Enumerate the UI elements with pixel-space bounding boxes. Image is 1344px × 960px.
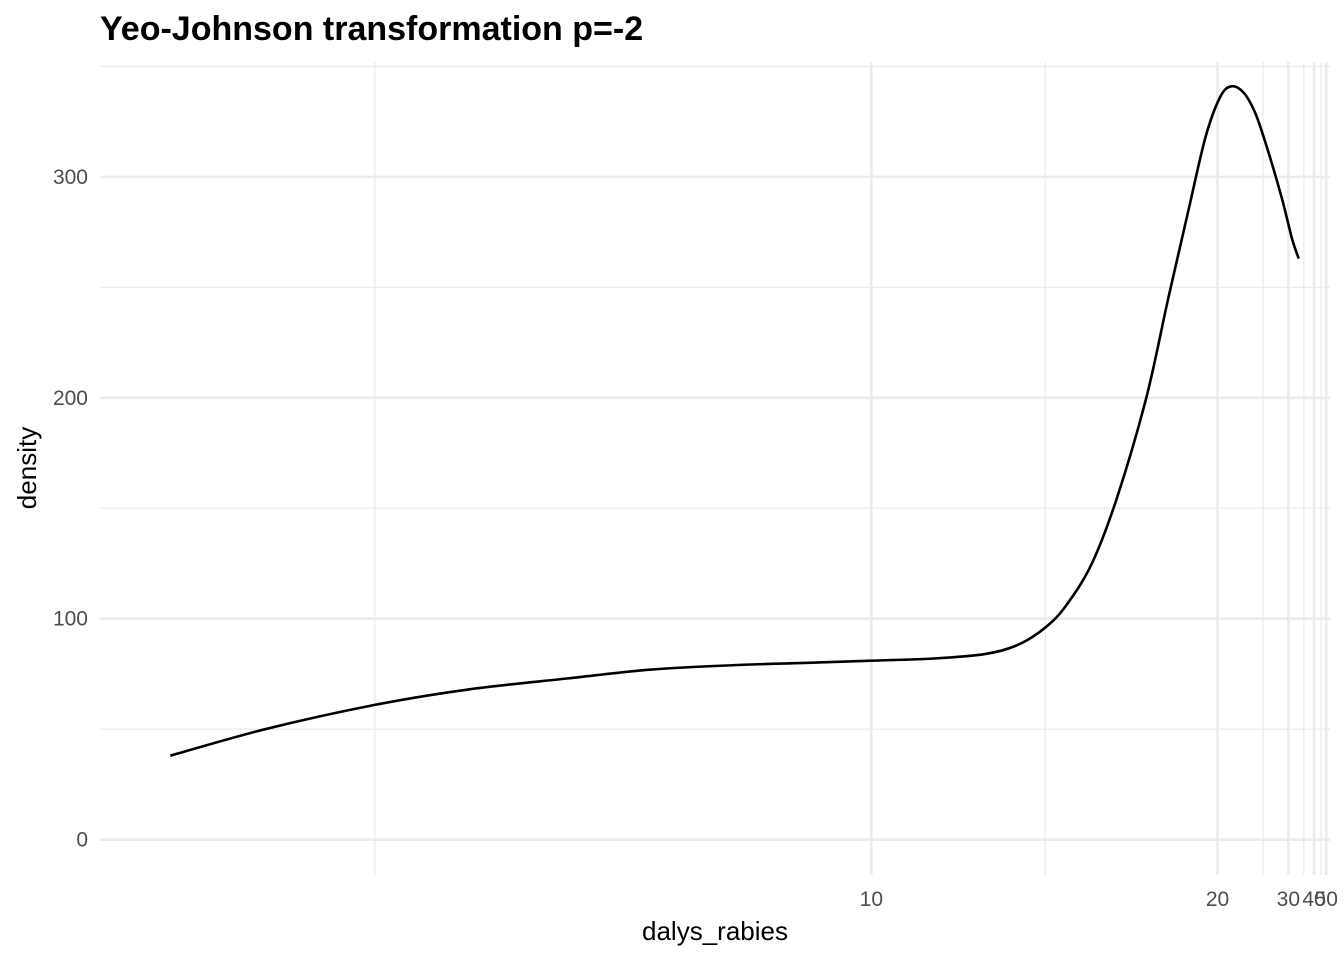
y-axis-title: density (12, 427, 42, 509)
y-axis-ticks: 0 100 200 300 (53, 166, 88, 852)
x-axis-title: dalys_rabies (642, 916, 788, 946)
y-tick-label: 100 (53, 608, 88, 631)
x-tick-label: 10 (860, 888, 883, 911)
y-tick-label: 300 (53, 166, 88, 189)
x-tick-label: 20 (1206, 888, 1229, 911)
x-tick-label: 30 (1277, 888, 1300, 911)
density-line (169, 84, 1300, 757)
grid-lines (100, 62, 1330, 875)
density-series (169, 84, 1300, 757)
chart-title: Yeo-Johnson transformation p=-2 (100, 10, 643, 48)
y-tick-label: 0 (76, 829, 88, 852)
x-tick-label: 40 (1302, 888, 1325, 911)
y-tick-label: 200 (53, 387, 88, 410)
x-tick-label: 50 (1315, 888, 1338, 911)
